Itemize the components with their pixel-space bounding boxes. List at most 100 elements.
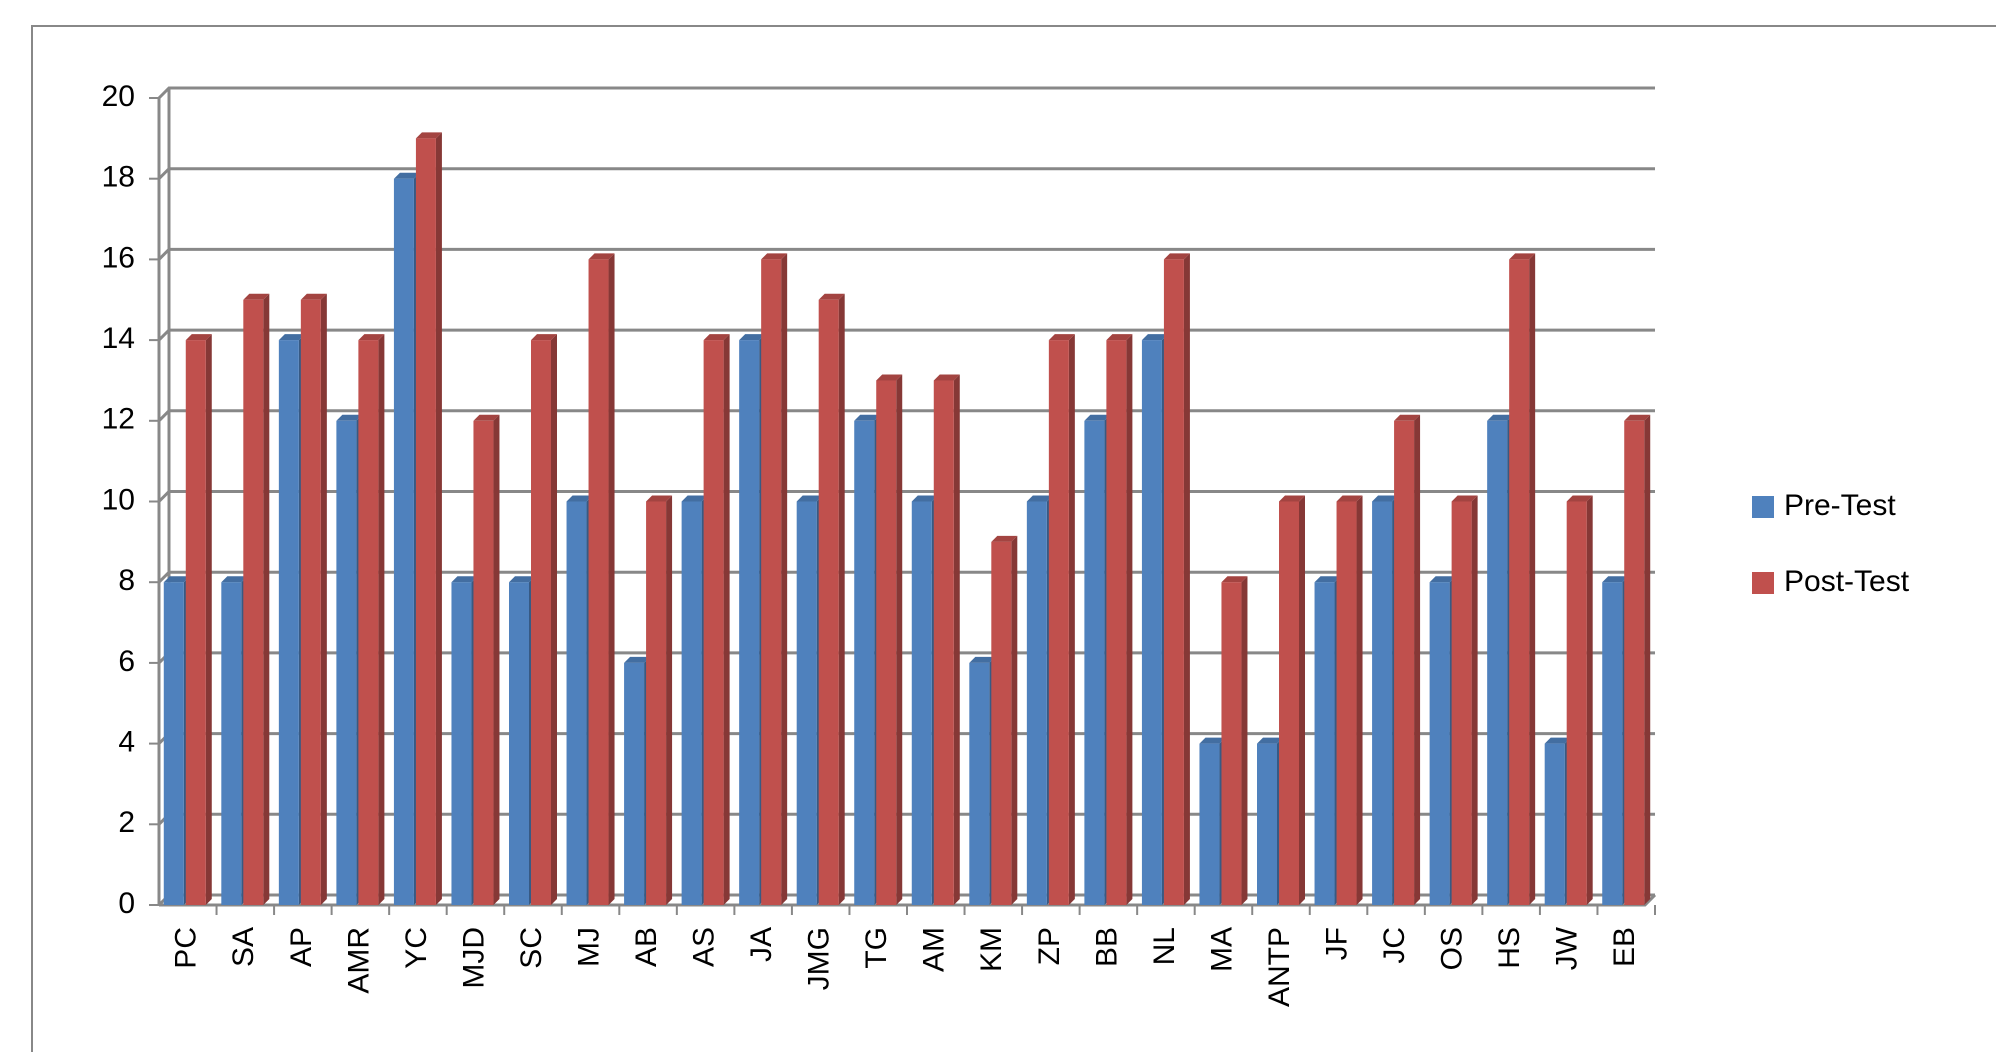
bar	[1141, 340, 1162, 906]
bar-side	[1471, 495, 1478, 905]
bar-top	[1141, 334, 1168, 341]
bar-side	[1529, 253, 1536, 905]
bar	[185, 340, 206, 906]
bar	[761, 259, 782, 905]
bar-top	[1566, 495, 1593, 502]
bar-side	[1414, 414, 1421, 905]
x-tick-label: JC	[1378, 927, 1411, 964]
x-tick-label: SA	[227, 927, 260, 967]
bar-side	[1183, 253, 1190, 905]
chart-frame	[31, 25, 1996, 1052]
bar	[854, 420, 875, 905]
bar	[796, 501, 817, 905]
bar	[1257, 743, 1277, 905]
bar-side	[320, 293, 327, 905]
grid-line	[157, 247, 1655, 261]
bar	[1163, 259, 1184, 905]
bar-top	[1221, 576, 1248, 583]
bar-top	[243, 293, 270, 300]
bar-top	[185, 334, 212, 341]
bar	[1487, 420, 1508, 905]
bar-side	[551, 334, 557, 906]
bar-side	[1011, 535, 1018, 905]
x-tick-label: JMG	[803, 927, 836, 990]
legend-swatch	[1752, 572, 1774, 594]
bar	[1084, 420, 1105, 905]
bar	[1199, 743, 1220, 905]
bar-top	[1336, 495, 1363, 502]
bar	[969, 662, 990, 905]
bar-top	[991, 535, 1018, 542]
bar-top	[1394, 414, 1421, 421]
bar-top	[703, 334, 730, 341]
bar	[1048, 340, 1069, 906]
bar	[818, 299, 839, 905]
x-tick-label: ANTP	[1263, 927, 1296, 1007]
bar-top	[221, 576, 248, 583]
grid-line	[157, 86, 1655, 100]
x-tick-label: HS	[1493, 927, 1526, 969]
bar-side	[1356, 495, 1363, 905]
bar	[278, 340, 299, 906]
bar	[1451, 501, 1472, 905]
bar-side	[435, 132, 442, 906]
x-tick-label: BB	[1090, 927, 1123, 967]
bar-top	[1257, 737, 1283, 744]
bar	[415, 138, 436, 906]
bar-side	[1644, 414, 1651, 905]
bar	[1372, 501, 1393, 905]
bar-top	[566, 495, 593, 502]
bar-top	[1314, 576, 1341, 583]
bar-top	[531, 334, 557, 341]
bar-top	[624, 656, 651, 663]
bar	[588, 259, 609, 905]
bar	[1566, 501, 1587, 905]
x-tick-label: SC	[515, 927, 548, 969]
bar	[1509, 259, 1530, 905]
x-tick-label: AM	[918, 927, 951, 972]
bar-top	[415, 132, 442, 139]
bar-top	[761, 253, 788, 260]
grid-line	[157, 167, 1655, 180]
bar-top	[854, 414, 881, 421]
bar-side	[1586, 495, 1593, 905]
bar	[739, 340, 760, 906]
bar	[1026, 501, 1047, 905]
bar-top	[300, 293, 327, 300]
bar-top	[1199, 737, 1226, 744]
bar-top	[451, 576, 478, 583]
bar-top	[1487, 414, 1514, 421]
bar-top	[1624, 414, 1651, 421]
bar	[911, 501, 932, 905]
bar-side	[1068, 334, 1075, 906]
bar-top	[163, 576, 190, 583]
x-tick-label: AP	[285, 927, 318, 967]
bar-top	[1602, 576, 1629, 583]
bar-top	[1048, 334, 1075, 341]
bar-side	[723, 334, 730, 906]
x-tick-label: JW	[1551, 926, 1584, 970]
bar-top	[1084, 414, 1111, 421]
bar	[1336, 501, 1357, 905]
bar-side	[896, 374, 903, 905]
x-tick-label: KM	[975, 927, 1008, 972]
bar	[1429, 582, 1450, 905]
bar	[1106, 340, 1127, 906]
y-tick-label: 10	[102, 483, 135, 516]
x-tick-label: JA	[745, 927, 778, 962]
bar-side	[666, 495, 673, 905]
x-tick-label: YC	[400, 927, 433, 969]
bar	[1314, 582, 1335, 905]
y-tick-label: 12	[102, 403, 135, 436]
y-tick-label: 8	[118, 564, 135, 597]
bar	[163, 582, 184, 905]
bar-top	[1372, 495, 1399, 502]
x-tick-label: ZP	[1033, 927, 1066, 965]
bar-top	[911, 495, 938, 502]
x-tick-label: TG	[860, 927, 893, 969]
x-tick-label: MJ	[572, 927, 605, 967]
bar	[703, 340, 724, 906]
bar-side	[263, 293, 270, 905]
bar-side	[608, 253, 615, 905]
bar	[393, 178, 414, 905]
